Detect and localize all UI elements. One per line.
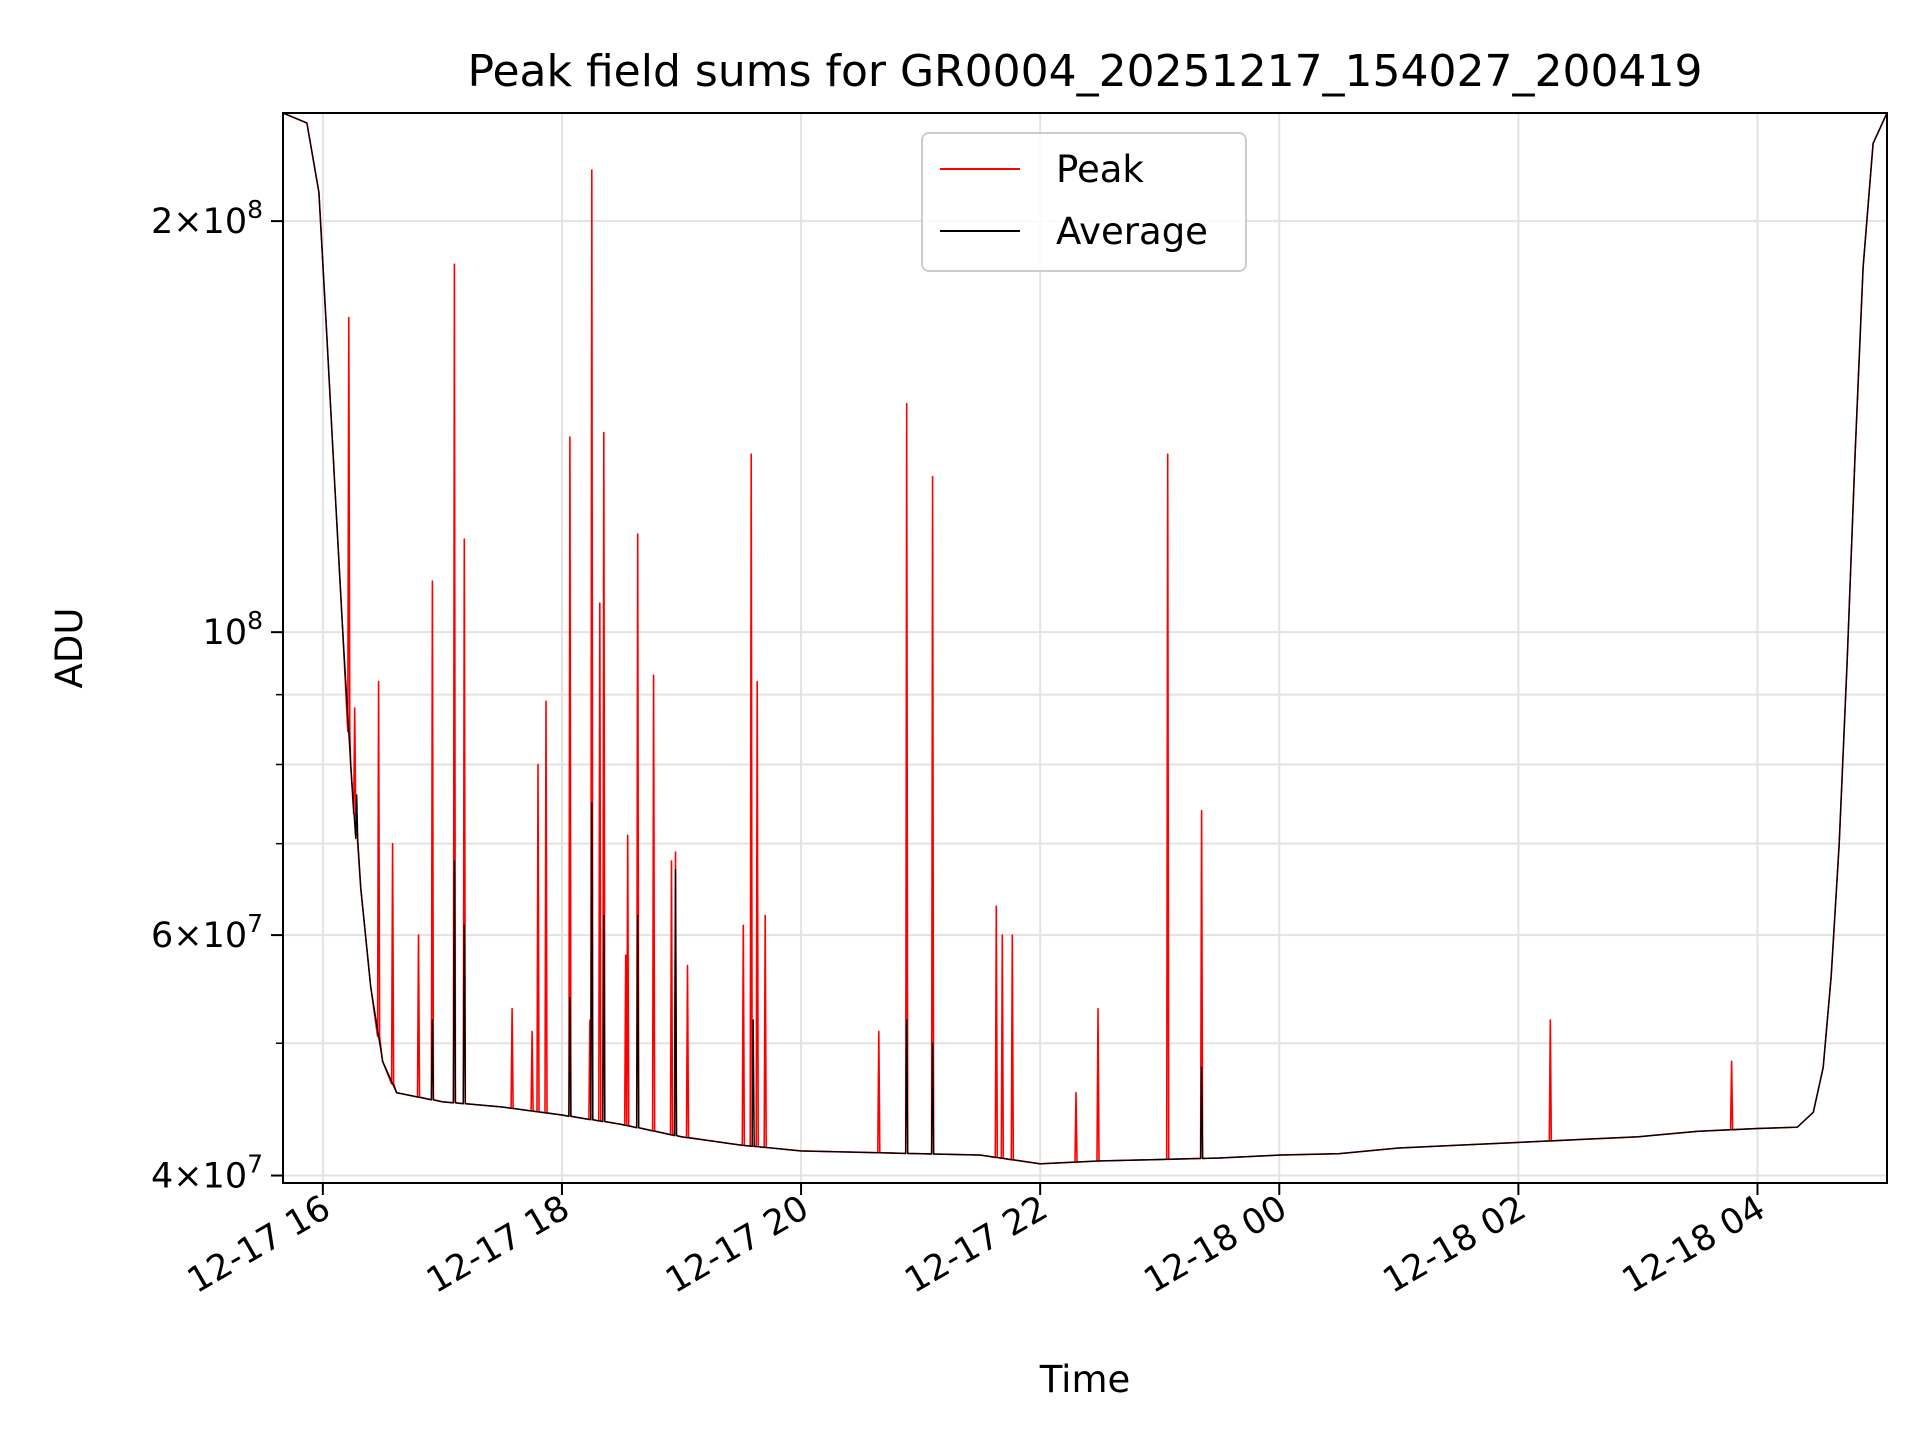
y-tick-label: 4×107 (151, 1150, 263, 1197)
legend-label-average: Average (1056, 210, 1208, 253)
series-line-average (283, 113, 1887, 1165)
y-axis-label: ADU (48, 608, 91, 689)
y-tick-label: 6×107 (151, 909, 263, 956)
y-tick-label: 108 (203, 606, 263, 653)
legend-label-peak: Peak (1056, 148, 1144, 191)
series-layer (283, 113, 1887, 1165)
legend: Peak Average (921, 132, 1247, 272)
chart-title: Peak field sums for GR0004_20251217_1540… (468, 46, 1703, 97)
legend-box (921, 132, 1247, 272)
plot-frame (282, 112, 1888, 1184)
y-tick-label: 2×108 (151, 195, 263, 242)
x-axis-label: Time (1039, 1358, 1131, 1401)
plot-area (283, 113, 1887, 1183)
